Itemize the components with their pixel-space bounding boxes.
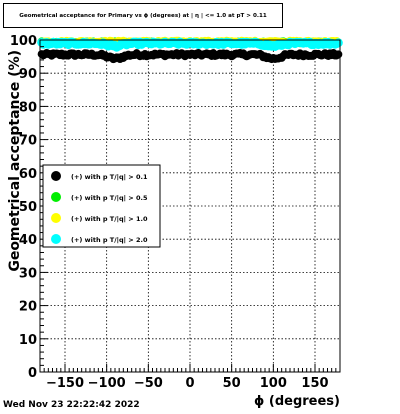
y-tick-label: 90	[19, 67, 37, 82]
y-tick-label: 20	[19, 300, 37, 315]
data-point	[333, 38, 343, 48]
y-tick-label: 30	[19, 266, 37, 281]
chart-title: Geometrical acceptance for Primary vs ϕ …	[19, 12, 267, 19]
legend: (+) with p T/|q| > 0.1 (+) with p T/|q| >…	[42, 164, 161, 248]
x-tick-label: −150	[46, 376, 84, 391]
series-0	[37, 48, 343, 64]
legend-marker	[51, 213, 61, 223]
timestamp-label: Wed Nov 23 22:22:42 2022	[3, 400, 140, 410]
axes: −150 −100 −50 0 50 100 150 0 10 20 30 40 50 60 70 80 90 1…	[7, 34, 340, 409]
legend-label: (+) with p T/|q| > 0.5	[71, 194, 148, 203]
legend-marker	[51, 192, 61, 202]
x-tick-label: 50	[223, 376, 241, 391]
x-axis-label: ϕ (degrees)	[254, 394, 340, 409]
x-tick-label: 100	[260, 376, 287, 391]
y-tick-label: 10	[19, 333, 37, 348]
legend-marker	[51, 234, 61, 244]
series-markers	[37, 36, 343, 64]
chart-title-box: Geometrical acceptance for Primary vs ϕ …	[3, 3, 283, 28]
legend-box	[42, 164, 161, 248]
y-tick-label: 40	[19, 233, 37, 248]
legend-marker	[51, 171, 61, 181]
x-tick-label: −50	[134, 376, 163, 391]
legend-label: (+) with p T/|q| > 1.0	[71, 215, 148, 224]
y-tick-label: 0	[28, 366, 37, 381]
y-tick-label: 50	[19, 200, 37, 215]
x-tick-label: −100	[88, 376, 126, 391]
y-tick-label: 80	[19, 100, 37, 115]
y-tick-label: 70	[19, 134, 37, 149]
x-tick-label: 150	[301, 376, 328, 391]
legend-label: (+) with p T/|q| > 0.1	[71, 173, 148, 182]
x-tick-label: 0	[185, 376, 194, 391]
legend-label: (+) with p T/|q| > 2.0	[71, 236, 148, 245]
y-tick-label: 60	[19, 167, 37, 182]
data-point	[334, 50, 343, 59]
y-axis-label: Geometrical acceptance (%)	[7, 50, 23, 272]
y-tick-label: 100	[10, 34, 37, 49]
